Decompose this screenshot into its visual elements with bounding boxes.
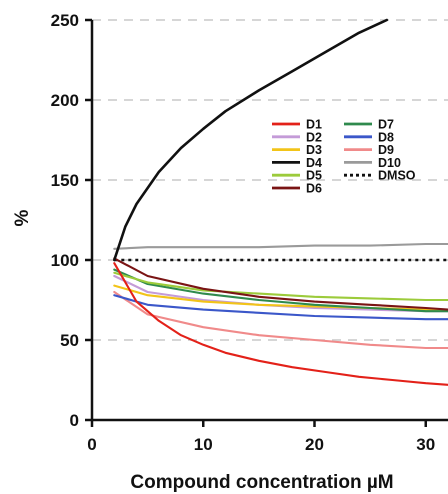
legend-label-d4: D4 [306,156,322,170]
legend-label-d8: D8 [378,130,394,144]
x-tick-label: 10 [194,435,213,454]
series-line-d3 [113,284,448,311]
legend-label-d1: D1 [306,118,322,132]
series-line-d5 [113,271,448,302]
series-lines [113,18,448,386]
legend-label-d3: D3 [306,143,322,157]
legend-label-dmso: DMSO [378,169,416,183]
legend-label-d5: D5 [306,169,322,183]
y-tick-label: 200 [51,91,79,110]
legend-label-d6: D6 [306,182,322,196]
x-tick-label: 20 [305,435,324,454]
series-line-d6 [113,257,448,311]
series-line-d7 [113,268,448,313]
y-axis-title: % [12,209,33,226]
series-line-d9 [113,290,448,350]
series-line-d4 [113,18,389,262]
y-tick-label: 100 [51,251,79,270]
legend-label-d2: D2 [306,130,322,144]
y-tick-label: 150 [51,171,79,190]
legend-label-d7: D7 [378,118,394,132]
legend-label-d10: D10 [378,156,401,170]
y-tick-label: 0 [70,411,79,430]
series-line-d8 [113,294,448,321]
series-line-d1 [113,262,448,386]
axes [90,20,448,422]
series-line-d10 [113,242,448,250]
y-tick-label: 50 [60,331,79,350]
x-axis-title: Compound concentration µM [130,472,393,493]
x-tick-label: 30 [416,435,435,454]
legend-label-d9: D9 [378,143,394,157]
axis-ticks: 0 50 100 150 200 250 0 10 20 30 [51,11,436,454]
x-tick-label: 0 [87,435,96,454]
y-tick-label: 250 [51,11,79,30]
